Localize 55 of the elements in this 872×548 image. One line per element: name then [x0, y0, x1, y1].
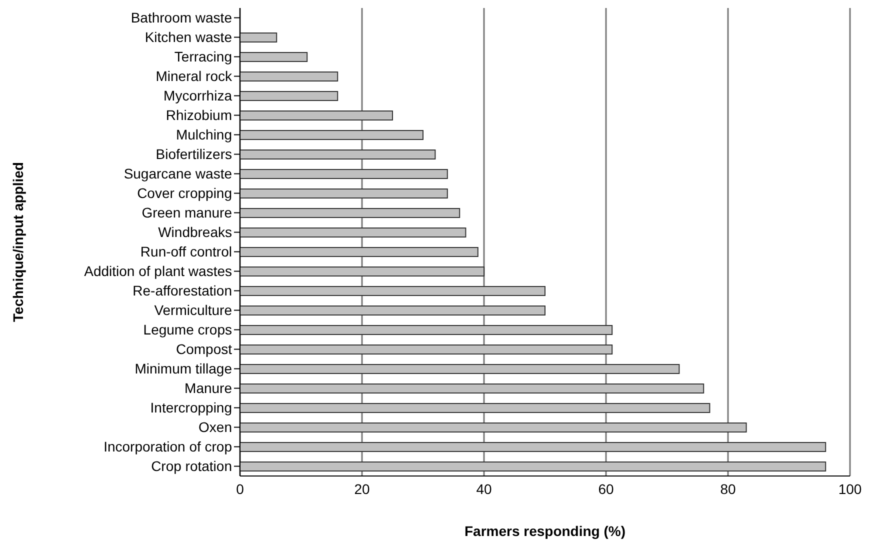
- y-tick-label: Terracing: [174, 48, 232, 65]
- y-axis-title: Technique/input applied: [10, 162, 26, 322]
- y-tick-label: Legume crops: [143, 322, 232, 338]
- x-tick-label: 60: [598, 480, 614, 497]
- bar: [240, 402, 710, 413]
- bar: [240, 442, 826, 452]
- y-tick-label: Compost: [176, 341, 232, 358]
- y-tick-label: Bathroom waste: [130, 10, 232, 26]
- bar: [240, 90, 338, 101]
- x-tick-label: 20: [354, 480, 370, 497]
- y-tick-label: Vermiculture: [154, 302, 232, 318]
- bar: [240, 168, 448, 179]
- y-tick-label: Run-off control: [140, 244, 232, 260]
- bar: [240, 149, 436, 160]
- bar: [240, 32, 278, 42]
- x-tick-label: 40: [476, 480, 492, 497]
- bar: [240, 110, 393, 120]
- y-tick-label: Intercropping: [150, 400, 232, 416]
- y-tick-label: Cover cropping: [137, 185, 232, 202]
- y-tick-label: Manure: [184, 380, 232, 396]
- bar: [240, 266, 484, 276]
- bar: [240, 52, 308, 62]
- y-tick-label: Kitchen waste: [144, 29, 232, 46]
- y-tick-label: Sugarcane waste: [124, 166, 232, 182]
- y-tick-label: Biofertilizers: [156, 146, 232, 162]
- x-tick-label: 80: [720, 480, 736, 497]
- x-tick-label: 0: [236, 480, 244, 497]
- bar: [240, 71, 338, 82]
- y-tick-label: Crop rotation: [151, 458, 232, 474]
- bar: [240, 208, 460, 218]
- bar: [240, 324, 613, 335]
- bar: [240, 364, 680, 374]
- y-tick-label: Minimum tillage: [134, 360, 232, 377]
- bar: [240, 383, 704, 394]
- x-tick-label: 100: [838, 480, 862, 497]
- bar: [240, 188, 448, 198]
- y-tick-label: Re-afforestation: [132, 282, 232, 299]
- bar: [240, 305, 546, 316]
- y-tick-label: Mulching: [176, 126, 232, 143]
- y-tick-label: Mineral rock: [156, 68, 233, 84]
- y-tick-label: Mycorrhiza: [164, 88, 232, 104]
- y-tick-label: Rhizobium: [166, 107, 232, 124]
- x-axis-title: Farmers responding (%): [464, 523, 626, 539]
- bar: [240, 227, 466, 238]
- bar: [240, 246, 478, 257]
- y-tick-label: Oxen: [198, 419, 232, 436]
- bar: [240, 130, 424, 140]
- y-tick-label: Incorporation of crop: [104, 438, 232, 455]
- bar: [240, 422, 747, 432]
- bar: [240, 344, 613, 354]
- y-tick-label: Green manure: [142, 204, 232, 221]
- bar: [240, 286, 546, 296]
- bar: [240, 461, 826, 472]
- y-tick-label: Windbreaks: [158, 224, 232, 240]
- y-tick-label: Addition of plant wastes: [84, 263, 232, 280]
